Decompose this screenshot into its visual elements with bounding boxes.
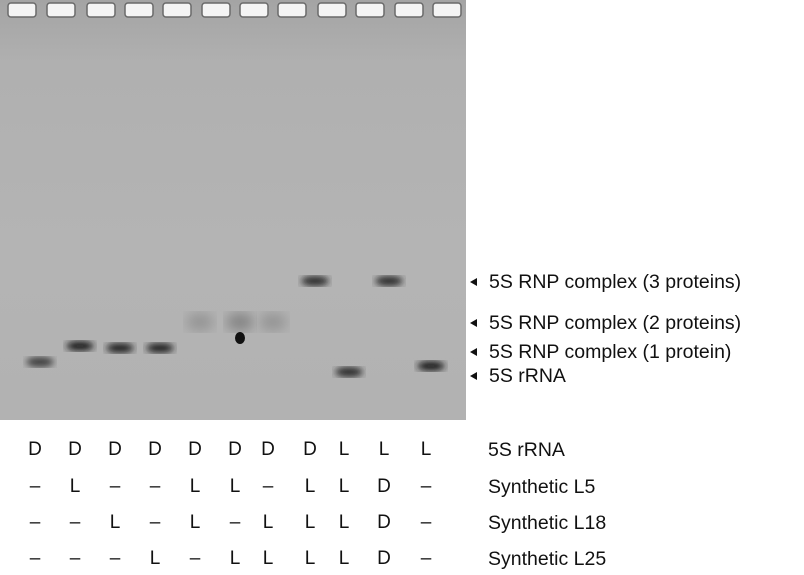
- gel-wells: [7, 2, 462, 18]
- table-cell: L: [262, 548, 274, 569]
- gel-image: [0, 0, 466, 420]
- gel-well: [201, 2, 231, 18]
- gel-band: [375, 276, 403, 286]
- arrowhead-icon: [470, 348, 477, 356]
- table-cell: L: [304, 512, 316, 533]
- gel-band: [106, 343, 134, 353]
- table-cell: D: [68, 439, 82, 460]
- table-cell: L: [262, 512, 274, 533]
- table-cell: –: [189, 548, 201, 569]
- table-cell: L: [149, 548, 161, 569]
- arrowhead-icon: [470, 372, 477, 380]
- band-label-3-proteins: 5S RNP complex (3 proteins): [470, 270, 741, 294]
- arrowhead-icon: [470, 278, 477, 286]
- table-cell: –: [109, 548, 121, 569]
- table-cell: –: [29, 476, 41, 497]
- table-cell: D: [377, 476, 391, 497]
- table-row-label: Synthetic L5: [488, 476, 596, 498]
- table-row-label: Synthetic L25: [488, 548, 607, 570]
- table-cell: –: [69, 512, 81, 533]
- gel-band: [146, 343, 174, 353]
- gel-well: [162, 2, 192, 18]
- arrowhead-icon: [470, 319, 477, 327]
- table-cell: L: [304, 476, 316, 497]
- table-cell: –: [149, 476, 161, 497]
- table-cell: D: [377, 512, 391, 533]
- table-row-label: Synthetic L18: [488, 512, 607, 534]
- gel-band: [301, 276, 329, 286]
- table-cell: D: [261, 439, 275, 460]
- table-cell: L: [69, 476, 81, 497]
- table-cell: L: [338, 512, 350, 533]
- gel-well: [86, 2, 116, 18]
- gel-well: [277, 2, 307, 18]
- table-cell: –: [229, 512, 241, 533]
- gel-band: [186, 313, 214, 331]
- table-cell: D: [148, 439, 162, 460]
- table-cell: L: [229, 476, 241, 497]
- gel-well: [394, 2, 424, 18]
- table-cell: D: [28, 439, 42, 460]
- gel-artifact-speck: [235, 332, 245, 344]
- table-cell: L: [338, 476, 350, 497]
- table-cell: –: [420, 476, 432, 497]
- band-label-5s-rrna: 5S rRNA: [470, 364, 566, 388]
- gel-band: [66, 341, 94, 351]
- table-cell: –: [109, 476, 121, 497]
- gel-well: [432, 2, 462, 18]
- table-cell: D: [108, 439, 122, 460]
- table-cell: L: [189, 476, 201, 497]
- table-cell: D: [303, 439, 317, 460]
- gel-well: [124, 2, 154, 18]
- gel-well: [317, 2, 347, 18]
- table-cell: L: [229, 548, 241, 569]
- band-label-1-protein: 5S RNP complex (1 protein): [470, 340, 731, 364]
- table-cell: D: [188, 439, 202, 460]
- gel-band: [335, 367, 363, 377]
- table-cell: –: [149, 512, 161, 533]
- table-cell: D: [228, 439, 242, 460]
- table-cell: D: [377, 548, 391, 569]
- table-row-label: 5S rRNA: [488, 439, 565, 461]
- table-cell: –: [420, 512, 432, 533]
- table-cell: L: [304, 548, 316, 569]
- gel-well: [239, 2, 269, 18]
- table-cell: L: [338, 439, 350, 460]
- table-cell: L: [338, 548, 350, 569]
- table-cell: L: [189, 512, 201, 533]
- gel-band: [417, 361, 445, 371]
- gel-well: [355, 2, 385, 18]
- table-cell: –: [262, 476, 274, 497]
- table-cell: –: [420, 548, 432, 569]
- gel-band: [226, 313, 254, 331]
- band-label-2-proteins: 5S RNP complex (2 proteins): [470, 311, 741, 335]
- gel-well: [7, 2, 37, 18]
- table-cell: –: [29, 512, 41, 533]
- gel-band: [26, 357, 54, 367]
- gel-band: [259, 313, 287, 331]
- gel-well: [46, 2, 76, 18]
- table-cell: L: [109, 512, 121, 533]
- gel-bands: [26, 276, 445, 377]
- table-cell: L: [420, 439, 432, 460]
- table-cell: L: [378, 439, 390, 460]
- table-cell: –: [29, 548, 41, 569]
- table-cell: –: [69, 548, 81, 569]
